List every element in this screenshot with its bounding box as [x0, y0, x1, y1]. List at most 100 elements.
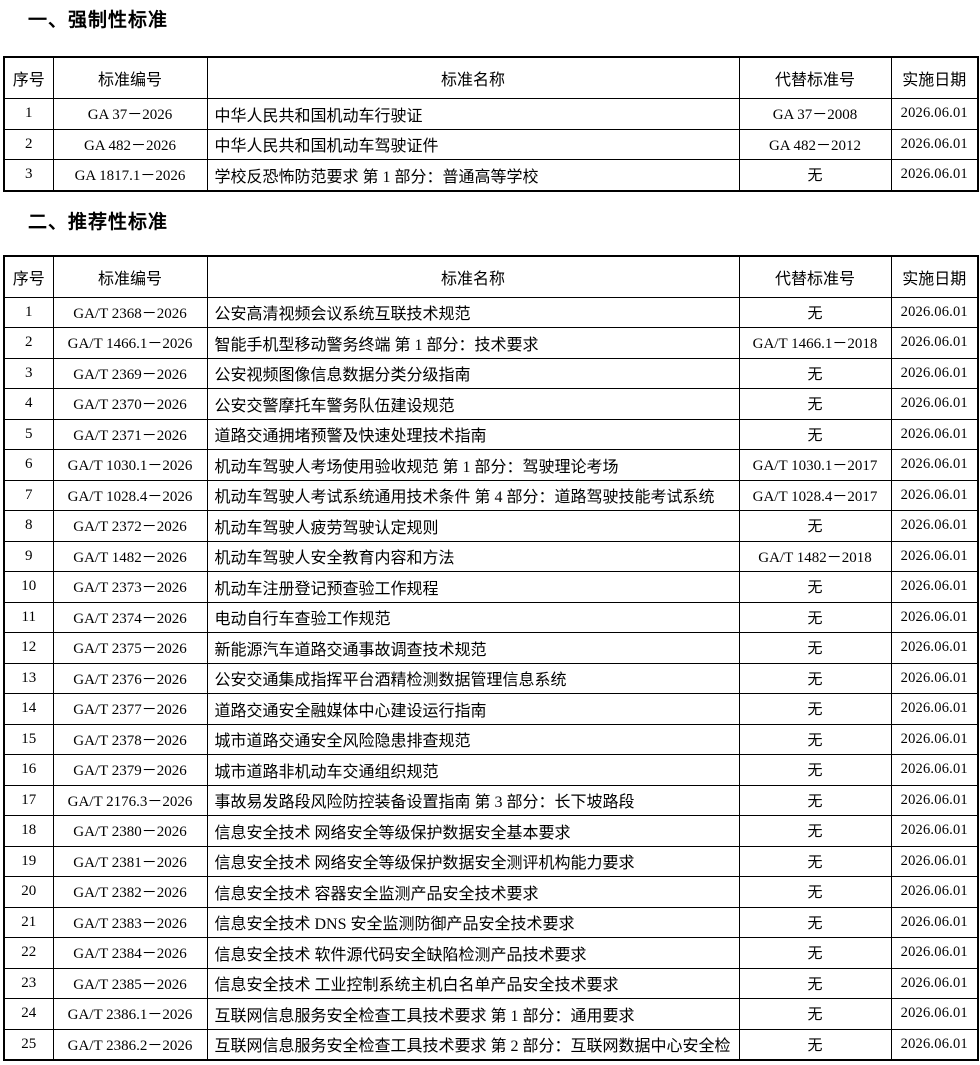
replaced-cell: GA/T 1030.1－2017	[738, 449, 892, 481]
date-cell: 2026.06.01	[890, 449, 979, 481]
table-row: 7 GA/T 1028.4－2026 机动车驾驶人考试系统通用技术条件 第 4 部分…	[3, 479, 979, 511]
table-row: 16 GA/T 2379－2026 城市道路非机动车交通组织规范无 2026.06.0…	[3, 754, 979, 786]
column-header: 实施日期	[890, 255, 979, 298]
date-cell: 2026.06.01	[890, 998, 979, 1030]
seq-cell: 8	[3, 510, 54, 542]
seq-cell: 11	[3, 601, 54, 633]
date-cell: 2026.06.01	[890, 662, 979, 694]
code-cell: GA/T 1028.4－2026	[52, 479, 208, 511]
replaced-cell: 无	[738, 906, 892, 938]
table-body: 1 GA/T 2368－2026 公安高清视频会议系统互联技术规范无 2026.06.…	[3, 296, 979, 1061]
section-mandatory-standards: 一、强制性标准 序号 标准编号 标准名称 代替标准号 实施日期 1 GA 37－2026 中…	[0, 0, 980, 192]
code-cell: GA/T 2383－2026	[52, 906, 208, 938]
replaced-cell: 无	[738, 571, 892, 603]
name-cell: 新能源汽车道路交通事故调查技术规范	[206, 632, 740, 664]
name-cell: 学校反恐怖防范要求 第 1 部分：普通高等学校	[206, 159, 740, 191]
date-cell: 2026.06.01	[890, 540, 979, 572]
date-cell: 2026.06.01	[890, 388, 979, 420]
seq-cell: 16	[3, 754, 54, 786]
replaced-cell: 无	[738, 845, 892, 877]
replaced-cell: 无	[738, 967, 892, 999]
name-cell: 智能手机型移动警务终端 第 1 部分：技术要求	[206, 327, 740, 359]
code-cell: GA/T 2386.1－2026	[52, 998, 208, 1030]
name-cell: 道路交通拥堵预警及快速处理技术指南	[206, 418, 740, 450]
name-cell: 公安视频图像信息数据分类分级指南	[206, 357, 740, 389]
seq-cell: 19	[3, 845, 54, 877]
replaced-cell: 无	[738, 510, 892, 542]
seq-cell: 1	[3, 98, 54, 130]
column-header: 代替标准号	[738, 255, 892, 298]
mandatory-standards-table: 序号 标准编号 标准名称 代替标准号 实施日期 1 GA 37－2026 中华人民共和国机动…	[3, 56, 979, 192]
name-cell: 互联网信息服务安全检查工具技术要求 第 2 部分：互联网数据中心安全检	[206, 1028, 740, 1061]
section-recommended-standards: 二、推荐性标准 序号 标准编号 标准名称 代替标准号 实施日期 1 GA/T 2368－2…	[0, 192, 980, 1061]
name-cell: 机动车驾驶人疲劳驾驶认定规则	[206, 510, 740, 542]
code-cell: GA/T 1466.1－2026	[52, 327, 208, 359]
table-row: 8 GA/T 2372－2026 机动车驾驶人疲劳驾驶认定规则无 2026.06.01	[3, 510, 979, 542]
name-cell: 城市道路交通安全风险隐患排查规范	[206, 723, 740, 755]
name-cell: 信息安全技术 软件源代码安全缺陷检测产品技术要求	[206, 937, 740, 969]
date-cell: 2026.06.01	[890, 723, 979, 755]
date-cell: 2026.06.01	[890, 967, 979, 999]
date-cell: 2026.06.01	[890, 327, 979, 359]
name-cell: 公安交通集成指挥平台酒精检测数据管理信息系统	[206, 662, 740, 694]
code-cell: GA/T 2376－2026	[52, 662, 208, 694]
date-cell: 2026.06.01	[890, 845, 979, 877]
replaced-cell: 无	[738, 876, 892, 908]
table-row: 19 GA/T 2381－2026 信息安全技术 网络安全等级保护数据安全测评机构能…	[3, 845, 979, 877]
recommended-standards-table: 序号 标准编号 标准名称 代替标准号 实施日期 1 GA/T 2368－2026 公安高清视…	[3, 254, 979, 1061]
name-cell: 机动车驾驶人安全教育内容和方法	[206, 540, 740, 572]
name-cell: 信息安全技术 容器安全监测产品安全技术要求	[206, 876, 740, 908]
table-row: 13 GA/T 2376－2026 公安交通集成指挥平台酒精检测数据管理信息系统无 2…	[3, 662, 979, 694]
column-header: 标准名称	[206, 255, 740, 298]
replaced-cell: 无	[738, 662, 892, 694]
code-cell: GA/T 2374－2026	[52, 601, 208, 633]
table-row: 11 GA/T 2374－2026 电动自行车查验工作规范无 2026.06.01	[3, 601, 979, 633]
date-cell: 2026.06.01	[890, 479, 979, 511]
replaced-cell: 无	[738, 723, 892, 755]
replaced-cell: 无	[738, 784, 892, 816]
seq-cell: 4	[3, 388, 54, 420]
table-header: 序号 标准编号 标准名称 代替标准号 实施日期	[3, 56, 979, 99]
table-row: 14 GA/T 2377－2026 道路交通安全融媒体中心建设运行指南无 2026.0…	[3, 693, 979, 725]
seq-cell: 20	[3, 876, 54, 908]
code-cell: GA/T 2372－2026	[52, 510, 208, 542]
replaced-cell: 无	[738, 388, 892, 420]
name-cell: 信息安全技术 网络安全等级保护数据安全基本要求	[206, 815, 740, 847]
code-cell: GA 37－2026	[52, 98, 208, 130]
table-row: 4 GA/T 2370－2026 公安交警摩托车警务队伍建设规范无 2026.06.0…	[3, 388, 979, 420]
code-cell: GA/T 2382－2026	[52, 876, 208, 908]
table-row: 15 GA/T 2378－2026 城市道路交通安全风险隐患排查规范无 2026.06…	[3, 723, 979, 755]
column-header: 标准名称	[206, 56, 740, 99]
date-cell: 2026.06.01	[890, 296, 979, 328]
code-cell: GA/T 2379－2026	[52, 754, 208, 786]
replaced-cell: 无	[738, 815, 892, 847]
code-cell: GA/T 2377－2026	[52, 693, 208, 725]
header-row: 序号 标准编号 标准名称 代替标准号 实施日期	[3, 56, 979, 99]
replaced-cell: GA 482－2012	[738, 128, 892, 160]
name-cell: 机动车驾驶人考场使用验收规范 第 1 部分：驾驶理论考场	[206, 449, 740, 481]
name-cell: 信息安全技术 工业控制系统主机白名单产品安全技术要求	[206, 967, 740, 999]
column-header: 标准编号	[52, 255, 208, 298]
code-cell: GA/T 1482－2026	[52, 540, 208, 572]
name-cell: 互联网信息服务安全检查工具技术要求 第 1 部分：通用要求	[206, 998, 740, 1030]
code-cell: GA/T 2369－2026	[52, 357, 208, 389]
seq-cell: 12	[3, 632, 54, 664]
code-cell: GA/T 2373－2026	[52, 571, 208, 603]
replaced-cell: 无	[738, 159, 892, 191]
code-cell: GA/T 2378－2026	[52, 723, 208, 755]
code-cell: GA/T 2386.2－2026	[52, 1028, 208, 1061]
seq-cell: 13	[3, 662, 54, 694]
date-cell: 2026.06.01	[890, 632, 979, 664]
section-title-mandatory: 一、强制性标准	[28, 10, 169, 31]
name-cell: 公安高清视频会议系统互联技术规范	[206, 296, 740, 328]
column-header: 代替标准号	[738, 56, 892, 99]
code-cell: GA/T 2370－2026	[52, 388, 208, 420]
table-row: 9 GA/T 1482－2026 机动车驾驶人安全教育内容和方法 GA/T 1482－…	[3, 540, 979, 572]
table-row: 25 GA/T 2386.2－2026 互联网信息服务安全检查工具技术要求 第 2 …	[3, 1028, 979, 1061]
date-cell: 2026.06.01	[890, 876, 979, 908]
seq-cell: 2	[3, 327, 54, 359]
date-cell: 2026.06.01	[890, 418, 979, 450]
replaced-cell: 无	[738, 937, 892, 969]
code-cell: GA/T 2381－2026	[52, 845, 208, 877]
